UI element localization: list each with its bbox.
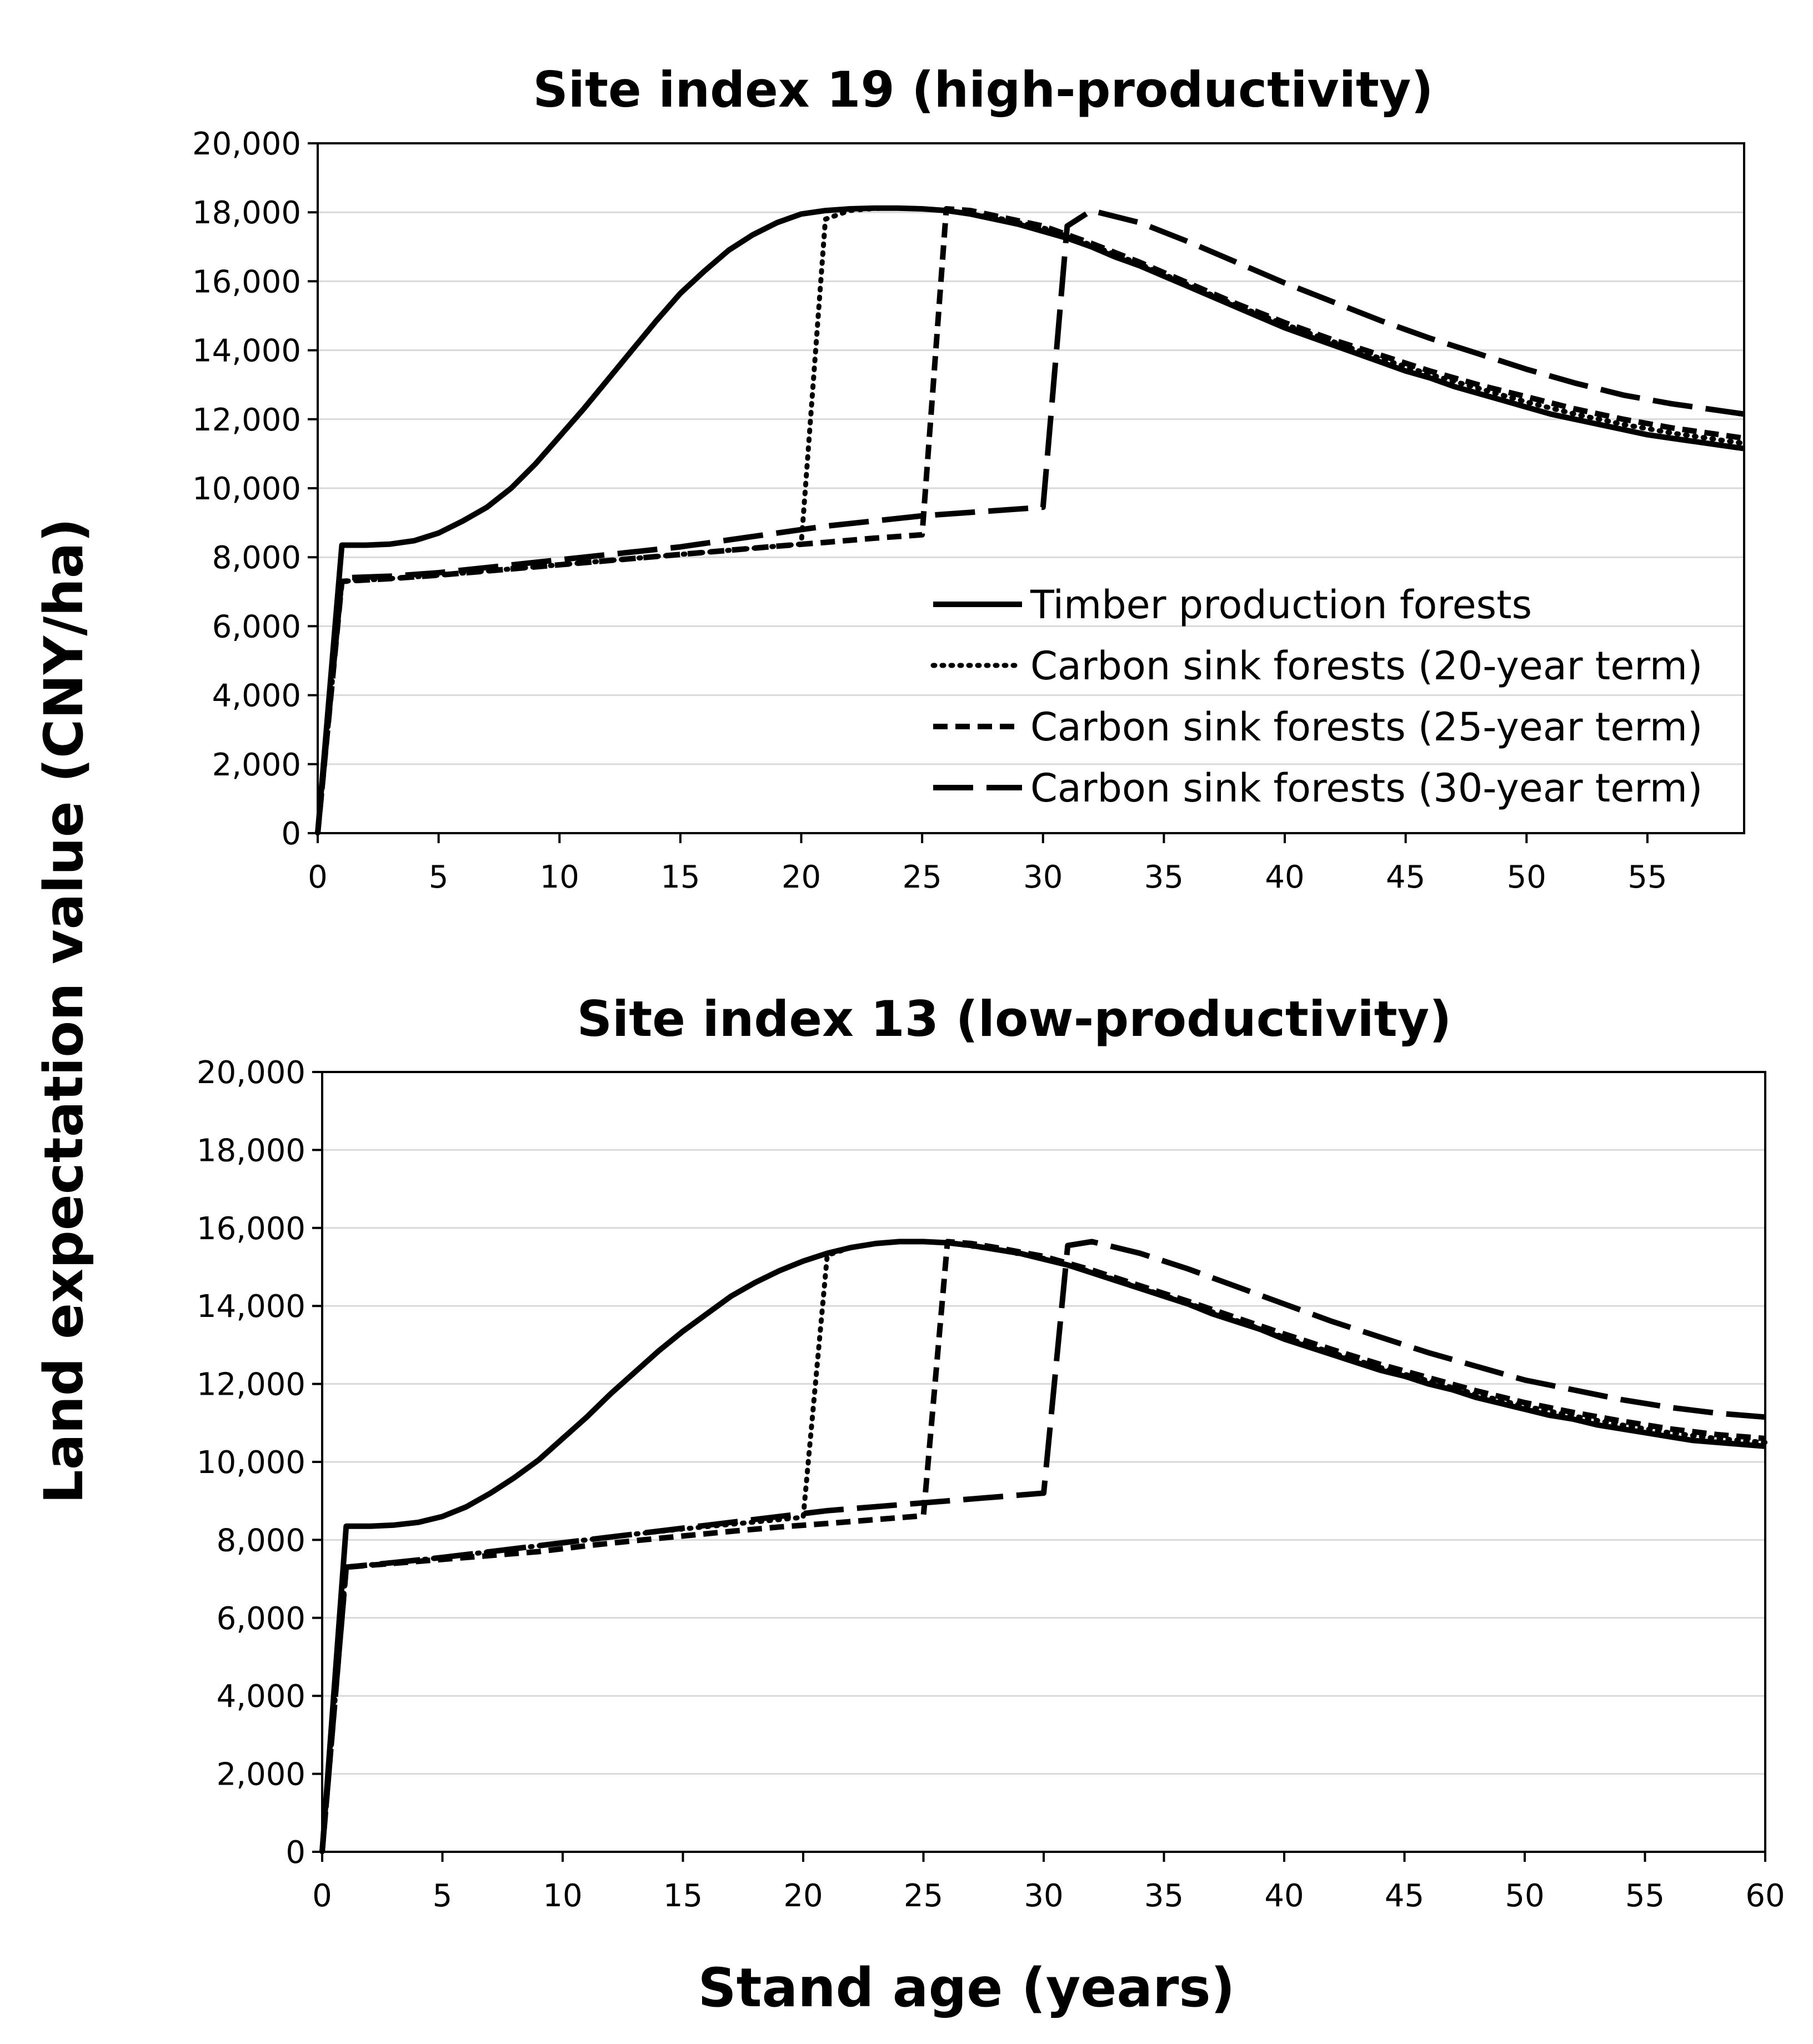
y-axis-ticks: 0 2,000 4,000 6,000 8,000 10,000 12,000 14,000 1… — [192, 126, 318, 852]
y-tick-label: 4,000 — [212, 678, 301, 714]
x-tick-label: 15 — [663, 1878, 703, 1914]
x-tick-label: 5 — [433, 1878, 453, 1914]
x-tick-label: 35 — [1144, 859, 1184, 895]
x-tick-label: 50 — [1507, 859, 1546, 895]
legend-label-carbon-20: Carbon sink forests (20-year term) — [1030, 643, 1702, 689]
legend-label-timber: Timber production forests — [1030, 582, 1532, 628]
x-axis-ticks: 0 5 10 15 20 25 30 35 40 45 50 55 — [308, 833, 1667, 895]
series-line-carbon-sink-forests-30-year-term — [315, 208, 1745, 834]
x-axis-ticks: 0 5 10 15 20 25 30 35 40 45 50 55 60 — [312, 1852, 1785, 1914]
chart-panel-site-index-19: Site index 19 (high-productivity) 0 2,000… — [192, 61, 1747, 895]
x-tick-label: 55 — [1627, 859, 1667, 895]
y-tick-label: 6,000 — [212, 609, 301, 645]
x-tick-label: 0 — [312, 1878, 332, 1914]
y-tick-label: 14,000 — [197, 1289, 305, 1325]
y-axis-label: Land expectation value (CNY/ha) — [33, 518, 95, 1504]
y-tick-label: 0 — [286, 1835, 305, 1871]
y-tick-label: 10,000 — [197, 1445, 305, 1481]
series-group — [315, 205, 1747, 836]
series-line-carbon-sink-forests-25-year-term — [319, 1239, 1766, 1852]
x-tick-label: 40 — [1265, 859, 1304, 895]
x-tick-label: 45 — [1386, 859, 1425, 895]
x-tick-label: 20 — [783, 1878, 823, 1914]
x-tick-label: 15 — [660, 859, 700, 895]
series-line-timber-production-forests — [315, 205, 1745, 834]
y-tick-label: 18,000 — [192, 195, 301, 231]
x-tick-label: 40 — [1264, 1878, 1304, 1914]
series-group — [319, 1239, 1768, 1855]
x-tick-label: 30 — [1024, 1878, 1063, 1914]
chart-title: Site index 19 (high-productivity) — [533, 61, 1433, 118]
x-tick-label: 25 — [904, 1878, 943, 1914]
y-tick-label: 6,000 — [217, 1601, 305, 1637]
x-tick-label: 35 — [1144, 1878, 1184, 1914]
series-line-carbon-sink-forests-25-year-term — [315, 206, 1745, 834]
y-tick-label: 14,000 — [192, 333, 301, 369]
legend: Timber production forests Carbon sink fo… — [930, 582, 1702, 811]
y-tick-label: 2,000 — [212, 747, 301, 783]
y-tick-label: 20,000 — [192, 126, 301, 162]
x-tick-label: 45 — [1385, 1878, 1424, 1914]
x-tick-label: 50 — [1505, 1878, 1544, 1914]
series-line-carbon-sink-forests-30-year-term — [319, 1239, 1766, 1852]
y-tick-label: 2,000 — [217, 1757, 305, 1793]
gridlines — [318, 211, 1744, 765]
y-tick-label: 8,000 — [217, 1522, 305, 1559]
y-tick-label: 8,000 — [212, 540, 301, 576]
y-tick-label: 0 — [281, 816, 301, 852]
x-tick-label: 55 — [1625, 1878, 1665, 1914]
y-tick-label: 12,000 — [192, 402, 301, 438]
y-tick-label: 16,000 — [192, 264, 301, 300]
x-tick-label: 25 — [903, 859, 942, 895]
y-tick-label: 4,000 — [217, 1679, 305, 1715]
y-tick-label: 10,000 — [192, 471, 301, 507]
y-tick-label: 20,000 — [197, 1055, 305, 1091]
legend-label-carbon-30: Carbon sink forests (30-year term) — [1030, 765, 1702, 811]
x-tick-label: 60 — [1745, 1878, 1785, 1914]
x-tick-label: 30 — [1023, 859, 1063, 895]
y-tick-label: 16,000 — [197, 1211, 305, 1247]
x-tick-label: 5 — [429, 859, 449, 895]
y-axis-ticks: 0 2,000 4,000 6,000 8,000 10,000 12,000 14,000 1… — [197, 1055, 322, 1871]
y-tick-label: 12,000 — [197, 1367, 305, 1403]
x-tick-label: 10 — [540, 859, 579, 895]
x-tick-label: 20 — [782, 859, 821, 895]
y-tick-label: 18,000 — [197, 1133, 305, 1169]
chart-title: Site index 13 (low-productivity) — [577, 990, 1452, 1048]
chart-panel-site-index-13: Site index 13 (low-productivity) 0 2,000 4… — [197, 990, 1785, 1914]
x-tick-label: 0 — [308, 859, 328, 895]
x-tick-label: 10 — [543, 1878, 582, 1914]
legend-label-carbon-25: Carbon sink forests (25-year term) — [1030, 704, 1702, 750]
x-axis-label: Stand age (years) — [698, 1957, 1235, 2019]
gridlines — [322, 1149, 1765, 1775]
